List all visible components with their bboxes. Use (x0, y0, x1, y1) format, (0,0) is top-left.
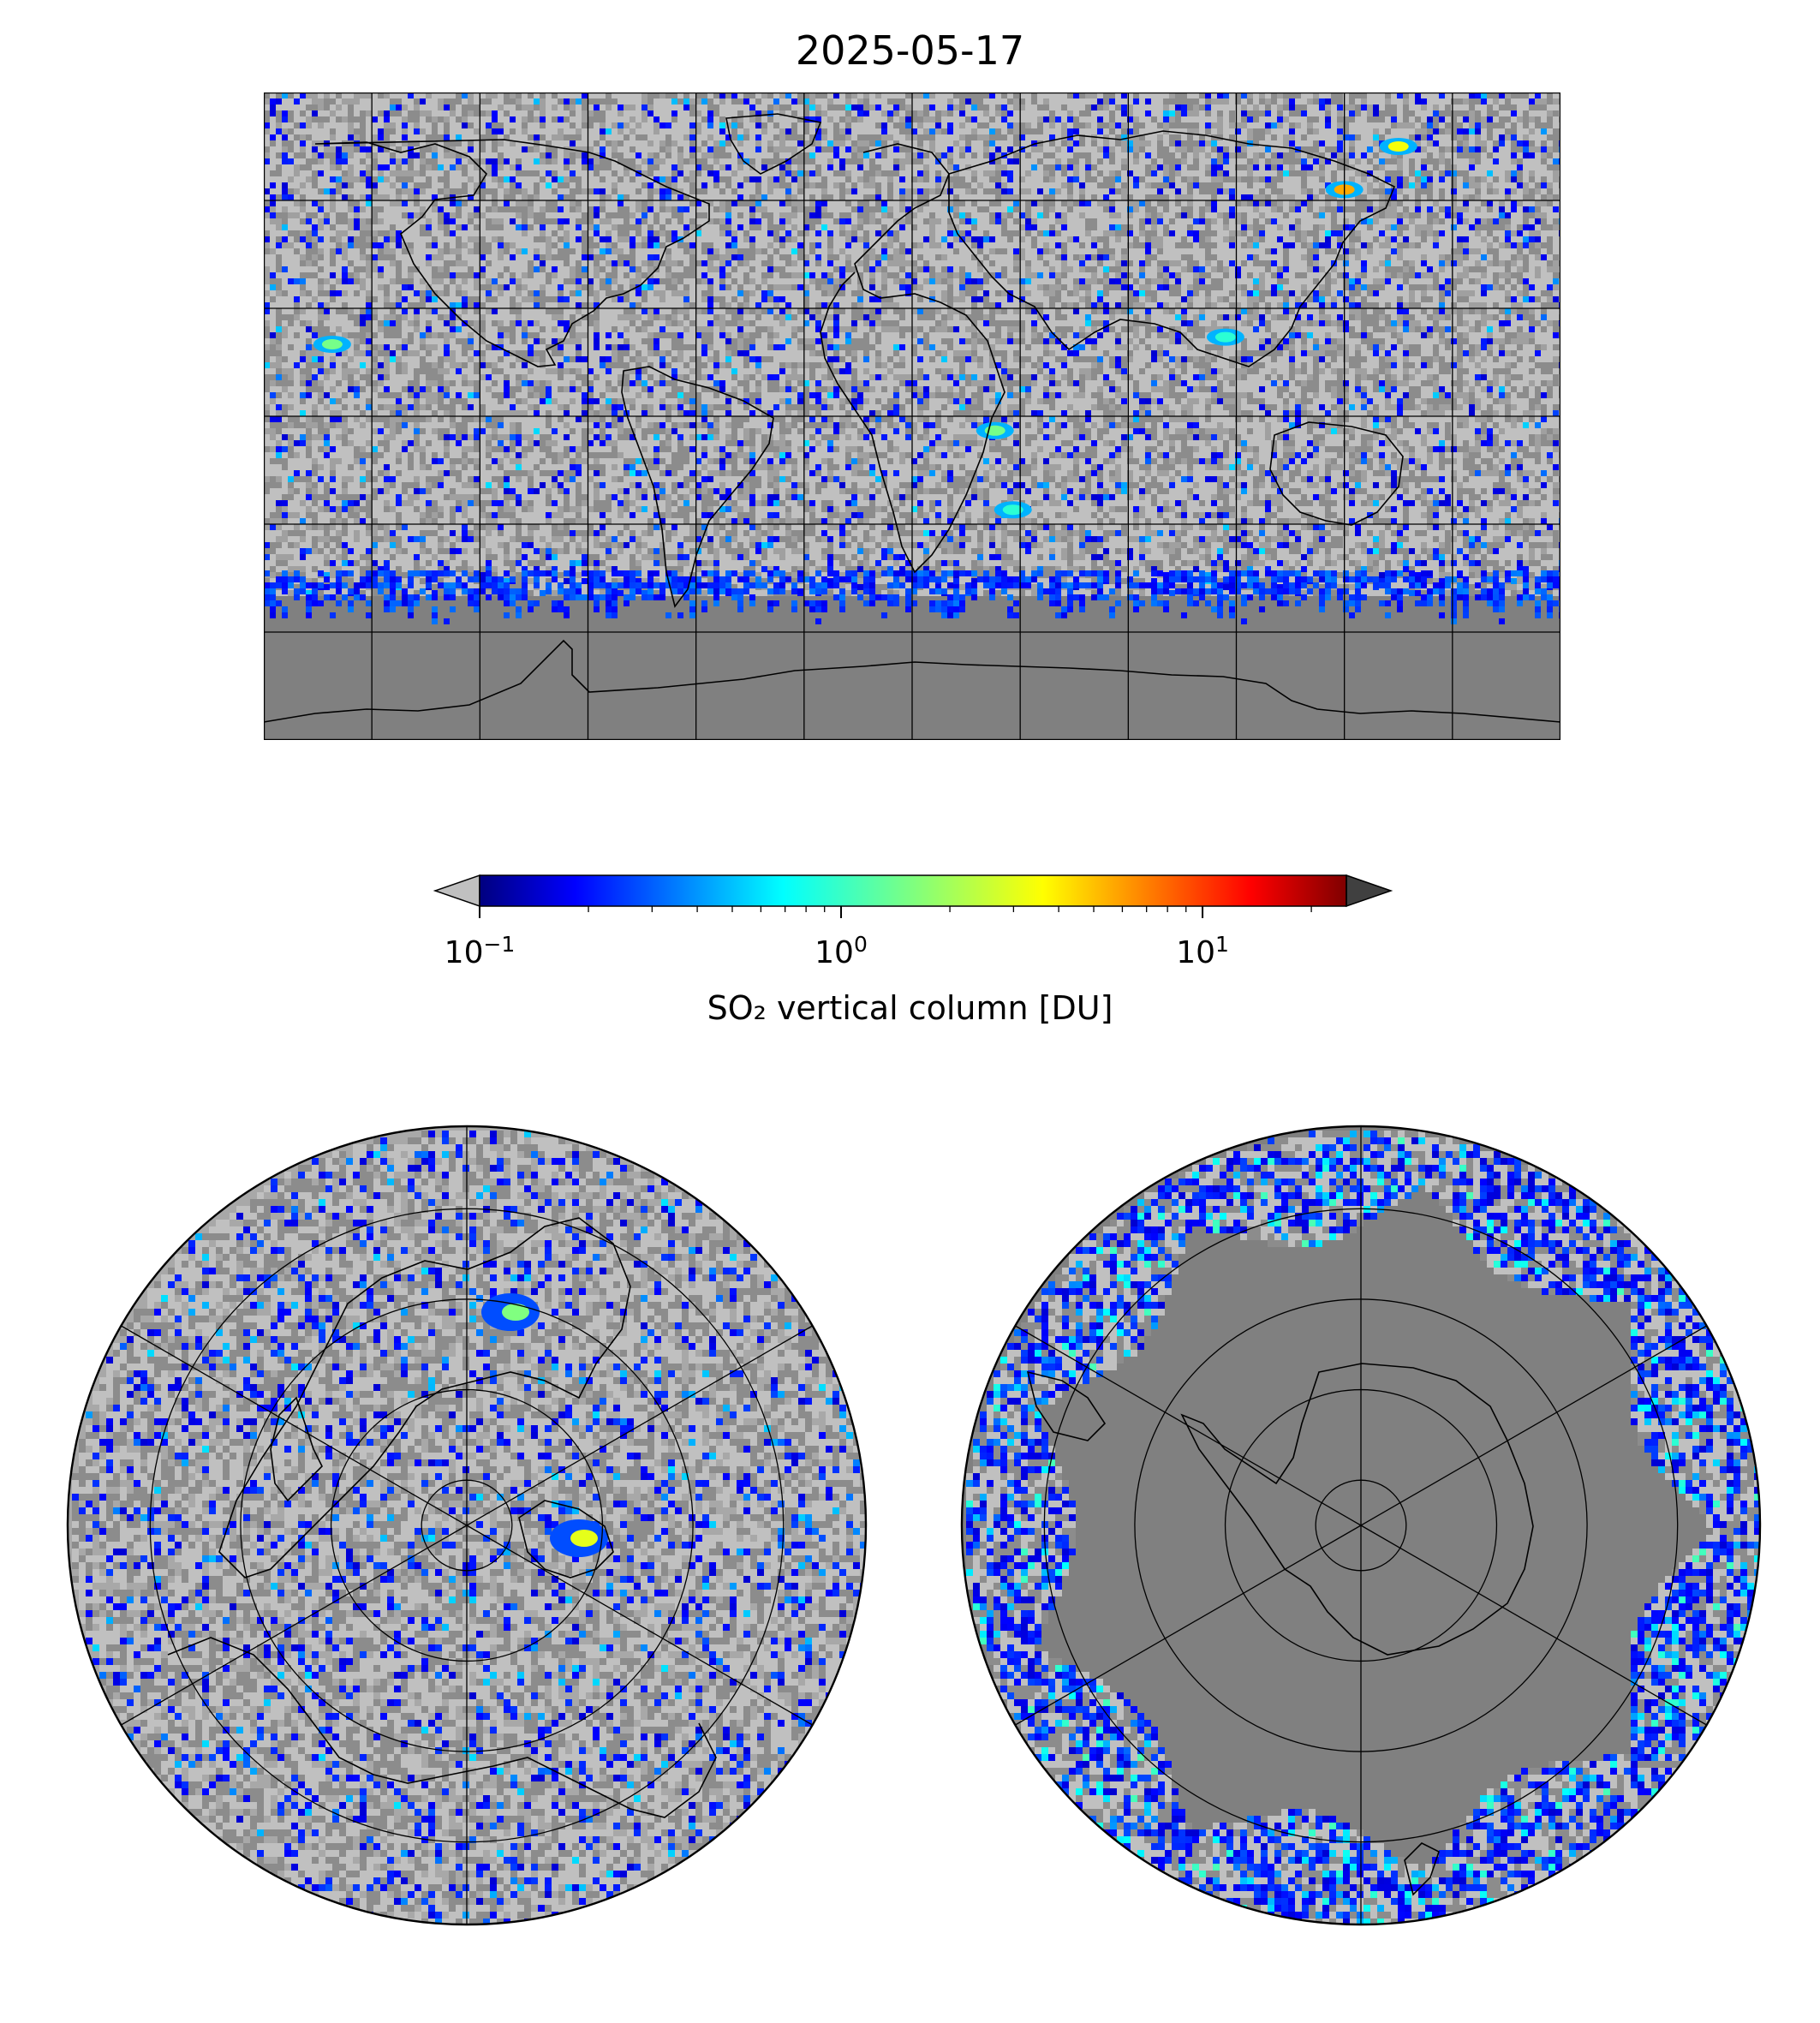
global-map (264, 92, 1560, 740)
colorbar-label: SO₂ vertical column [DU] (0, 989, 1820, 1027)
hotspot (550, 1519, 608, 1557)
colorbar-ticks (480, 906, 1311, 918)
tick-exponent: −1 (483, 932, 515, 957)
north-so2-field (72, 1131, 867, 1925)
hotspot (994, 501, 1032, 518)
tick-exponent: 0 (854, 932, 868, 957)
tick-exponent: 1 (1215, 932, 1229, 957)
colorbar (428, 872, 1396, 923)
north-polar-map (65, 1124, 868, 1927)
tick-base: 10 (1176, 935, 1215, 970)
colorbar-tick-label: 10−1 (445, 932, 516, 970)
colorbar-tick-label: 101 (1176, 932, 1229, 970)
tick-base: 10 (815, 935, 854, 970)
hotspot (1380, 138, 1417, 155)
colorbar-under-triangle (435, 875, 480, 906)
tick-base: 10 (445, 935, 484, 970)
hotspot (313, 336, 351, 353)
colorbar-over-triangle (1346, 875, 1391, 906)
colorbar-gradient (480, 875, 1346, 906)
colorbar-tick-label: 100 (815, 932, 868, 970)
hotspot (976, 422, 1014, 439)
south-polar-map (959, 1124, 1763, 1927)
hotspot (1207, 329, 1244, 346)
hotspot (481, 1293, 540, 1331)
figure-title: 2025-05-17 (0, 27, 1820, 74)
